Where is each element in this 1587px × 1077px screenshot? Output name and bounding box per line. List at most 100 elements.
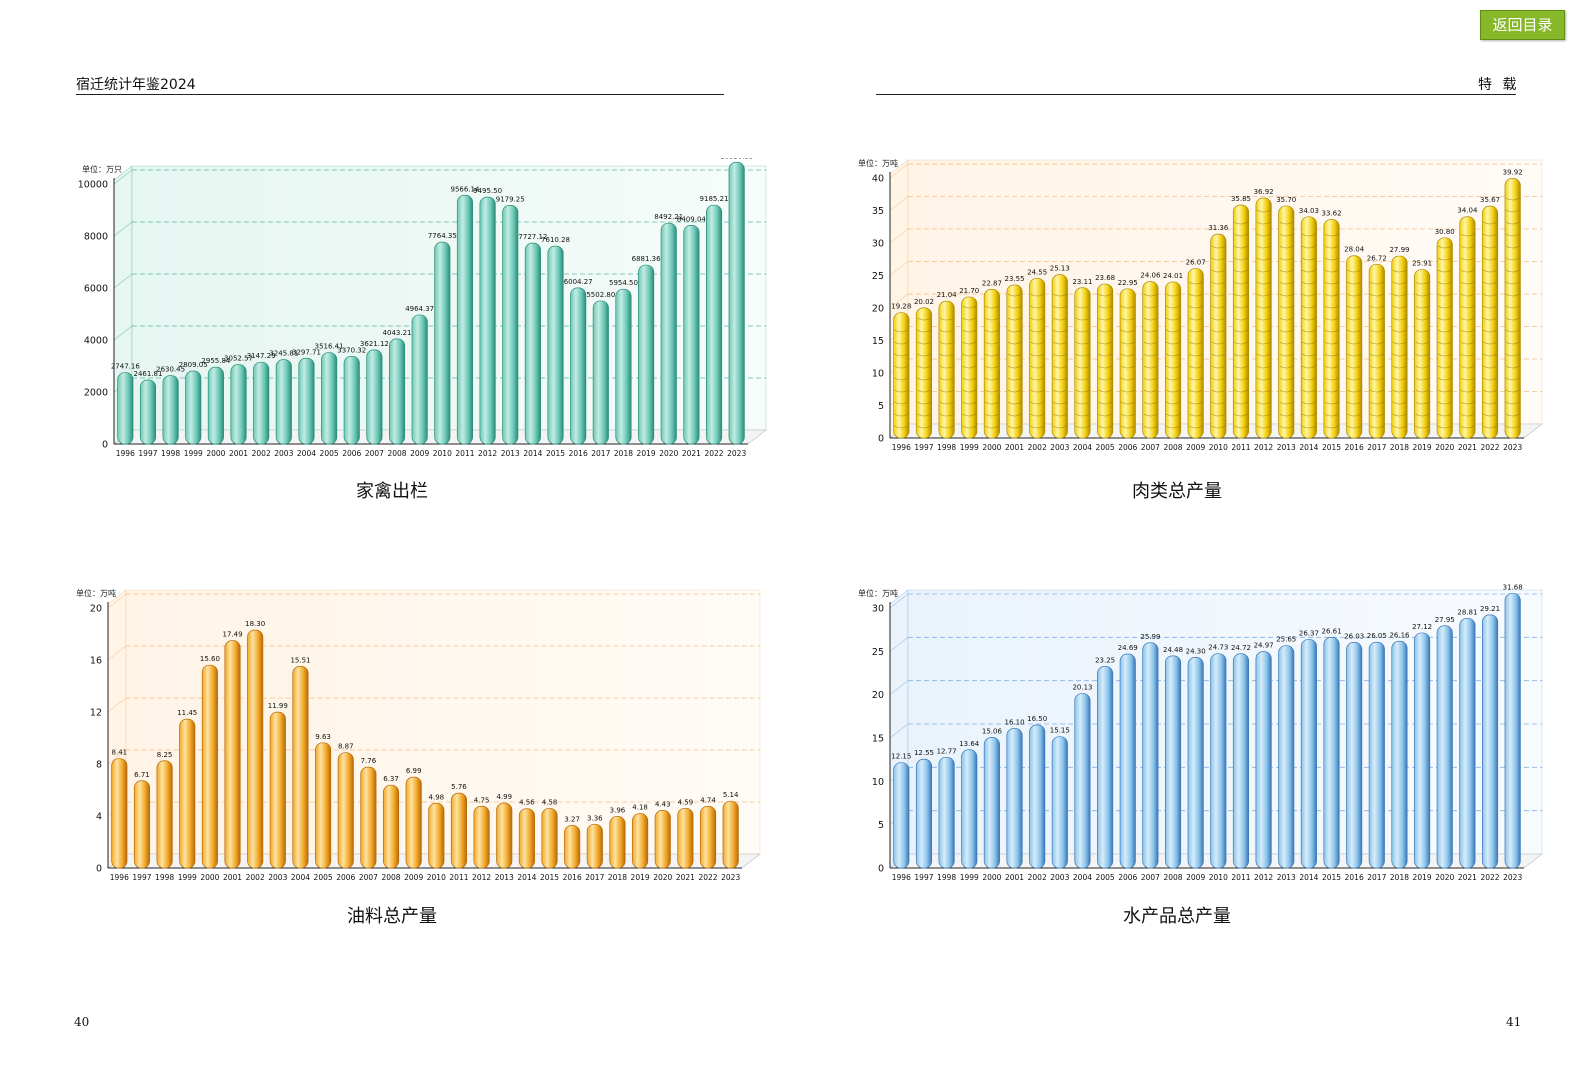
coin-ridge — [894, 425, 909, 429]
x-tick-label: 2014 — [523, 449, 542, 458]
coin-ridge — [1234, 317, 1248, 321]
coin-ridge — [1098, 317, 1112, 321]
coin-ridge — [917, 341, 931, 345]
coin-ridge — [917, 389, 931, 393]
bar-1998 — [162, 375, 179, 445]
bar-2015 — [547, 245, 564, 445]
coin-ridge — [1505, 269, 1520, 273]
coin-ridge — [1188, 341, 1203, 345]
coin-ridge — [1166, 401, 1180, 405]
coin-ridge — [1369, 413, 1384, 417]
bar-1999 — [961, 749, 978, 869]
data-label: 2747.16 — [111, 363, 140, 371]
coin-ridge — [1460, 245, 1475, 249]
data-label: 7727.12 — [518, 233, 547, 241]
coin-ridge — [1234, 269, 1248, 273]
coin-ridge — [1007, 425, 1022, 429]
x-tick-label: 2004 — [1073, 443, 1092, 452]
coin-ridge — [1302, 425, 1316, 429]
coin-ridge — [1256, 221, 1271, 225]
bar-2000 — [983, 737, 1000, 869]
x-tick-label: 2010 — [427, 873, 446, 882]
bar-2009 — [1187, 268, 1204, 439]
coin-ridge — [1505, 365, 1520, 369]
coin-ridge — [1505, 221, 1520, 225]
bar-1999 — [961, 296, 978, 439]
bar-2016 — [1346, 255, 1363, 439]
coin-ridge — [1483, 317, 1497, 321]
coin-ridge — [1030, 293, 1045, 297]
coin-ridge — [1256, 401, 1271, 405]
coin-ridge — [1211, 245, 1226, 249]
y-tick-label: 20 — [872, 304, 884, 315]
x-tick-label: 1999 — [178, 873, 197, 882]
bar-1997 — [133, 780, 151, 869]
bar-1996 — [117, 372, 134, 445]
coin-ridge — [985, 401, 999, 405]
bar-2019 — [1414, 269, 1431, 439]
x-tick-label: 2016 — [563, 873, 582, 882]
coin-ridge — [1166, 413, 1180, 417]
coin-ridge — [1369, 329, 1384, 333]
x-tick-label: 2003 — [274, 449, 293, 458]
coin-ridge — [1483, 257, 1497, 261]
coin-ridge — [1347, 365, 1362, 369]
data-label: 23.55 — [1005, 275, 1025, 283]
right-header-rule — [876, 94, 1516, 95]
coin-ridge — [1415, 341, 1429, 345]
coin-ridge — [1437, 269, 1452, 273]
coin-ridge — [1415, 365, 1429, 369]
data-label: 4.75 — [474, 796, 490, 804]
x-tick-label: 2004 — [291, 873, 310, 882]
x-tick-label: 2015 — [540, 873, 559, 882]
coin-ridge — [917, 377, 931, 381]
x-tick-label: 2006 — [342, 449, 361, 458]
coin-ridge — [1483, 269, 1497, 273]
coin-ridge — [1392, 425, 1407, 429]
coin-ridge — [894, 401, 909, 405]
coin-ridge — [1302, 401, 1316, 405]
coin-ridge — [1234, 305, 1248, 309]
data-label: 20.13 — [1072, 684, 1092, 692]
data-label: 26.37 — [1299, 629, 1319, 637]
x-tick-label: 2020 — [659, 449, 678, 458]
coin-ridge — [1483, 221, 1497, 225]
bar-2016 — [570, 287, 587, 445]
coin-ridge — [1120, 425, 1135, 429]
coin-ridge — [1505, 305, 1520, 309]
coin-ridge — [1460, 341, 1475, 345]
coin-ridge — [985, 317, 999, 321]
bar-2003 — [275, 359, 292, 445]
coin-ridge — [1234, 413, 1248, 417]
coin-ridge — [1166, 341, 1180, 345]
coin-ridge — [962, 329, 977, 333]
coin-ridge — [1120, 317, 1135, 321]
coin-ridge — [1030, 341, 1045, 345]
back-to-contents-button[interactable]: 返回目录 — [1480, 10, 1565, 40]
data-label: 22.95 — [1118, 279, 1138, 287]
coin-ridge — [1437, 305, 1452, 309]
data-label: 15.60 — [200, 655, 220, 663]
data-label: 24.30 — [1186, 647, 1206, 655]
data-label: 30.80 — [1435, 228, 1455, 236]
x-tick-label: 2022 — [704, 449, 723, 458]
coin-ridge — [1324, 389, 1339, 393]
coin-ridge — [1234, 365, 1248, 369]
data-label: 12.77 — [937, 747, 957, 755]
x-tick-label: 2016 — [1345, 873, 1364, 882]
x-tick-label: 2021 — [676, 873, 695, 882]
data-label: 3.36 — [587, 814, 603, 822]
x-tick-label: 2003 — [1050, 873, 1069, 882]
coin-ridge — [1483, 401, 1497, 405]
x-tick-label: 2015 — [1322, 443, 1341, 452]
unit-label: 单位：万只 — [82, 164, 122, 174]
coin-ridge — [1460, 305, 1475, 309]
x-tick-label: 2008 — [387, 449, 406, 458]
coin-ridge — [1392, 269, 1407, 273]
coin-ridge — [1234, 245, 1248, 249]
y-tick-label: 10 — [872, 369, 884, 380]
x-tick-label: 1998 — [937, 443, 956, 452]
bar-1999 — [185, 370, 202, 445]
coin-ridge — [1279, 389, 1294, 393]
gridline-side — [107, 645, 127, 661]
